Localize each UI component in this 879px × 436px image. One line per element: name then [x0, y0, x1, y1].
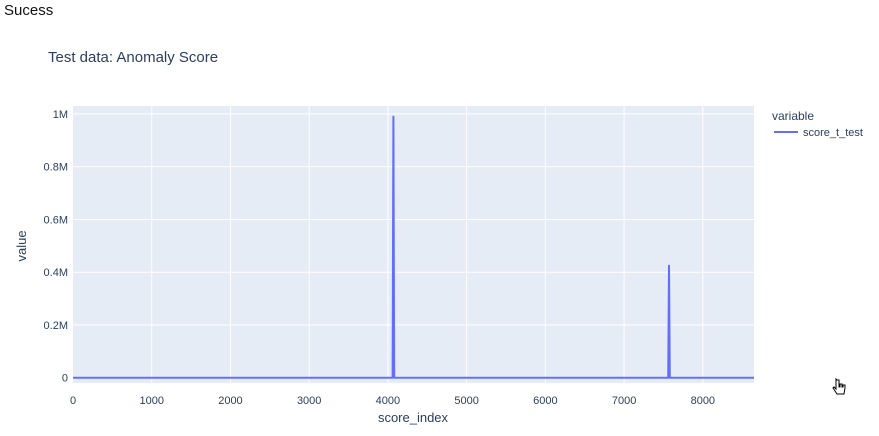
legend-items: score_t_test [774, 127, 863, 139]
plot-area [73, 106, 754, 383]
series-lines [73, 115, 754, 379]
x-tick-label: 7000 [612, 395, 636, 407]
x-tick-label: 5000 [454, 395, 478, 407]
x-tick-label: 6000 [533, 395, 557, 407]
y-tick-label: 0.6M [44, 214, 68, 226]
series-line-score_t_test [73, 115, 754, 379]
y-tick-label: 0.2M [44, 320, 68, 332]
anomaly-score-chart: Test data: Anomaly Score 0 1000 2000 3000 40… [14, 49, 863, 425]
chart-container: Test data: Anomaly Score 0 1000 2000 3000 40… [0, 28, 879, 431]
x-gridlines [151, 106, 704, 383]
x-tick-label: 1000 [139, 395, 163, 407]
x-tick-label: 2000 [218, 395, 242, 407]
x-tick-label: 8000 [691, 395, 715, 407]
y-tick-label: 1M [53, 109, 68, 121]
x-tick-label: 3000 [297, 395, 321, 407]
y-tick-label: 0 [62, 373, 68, 385]
x-axis-label: score_index [378, 410, 449, 425]
y-tick-label: 0.4M [44, 267, 68, 279]
status-text: Sucess [4, 2, 54, 19]
legend: variable score_t_test [772, 109, 863, 139]
legend-title: variable [772, 109, 814, 123]
legend-label: score_t_test [803, 127, 863, 139]
x-tick-label: 4000 [376, 395, 400, 407]
x-tick-labels: 0 1000 2000 3000 4000 5000 6000 7000 8000 [70, 395, 715, 407]
y-tick-label: 0.8M [44, 162, 68, 174]
mouse-cursor-icon [832, 378, 846, 395]
chart-title: Test data: Anomaly Score [48, 49, 218, 66]
x-tick-label: 0 [70, 395, 76, 407]
y-tick-labels: 0 0.2M 0.4M 0.6M 0.8M 1M [44, 109, 68, 385]
y-axis-label: value [14, 230, 29, 261]
